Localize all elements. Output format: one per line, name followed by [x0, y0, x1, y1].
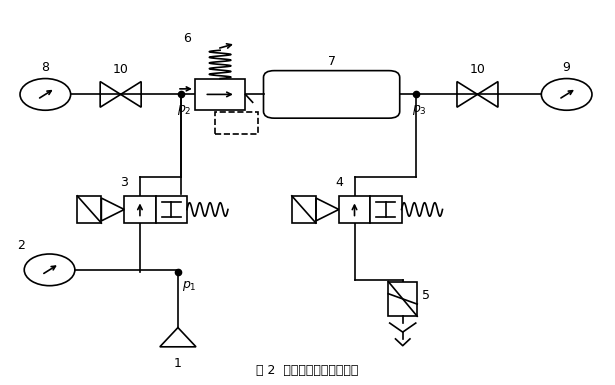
Bar: [388, 281, 417, 316]
Bar: [156, 196, 187, 223]
Text: 1: 1: [174, 357, 182, 370]
Text: 3: 3: [121, 176, 128, 189]
Text: 7: 7: [328, 55, 336, 68]
Text: $p_1$: $p_1$: [181, 278, 196, 293]
Bar: [77, 196, 101, 223]
Bar: [339, 196, 370, 223]
Text: 5: 5: [422, 289, 430, 301]
Text: 8: 8: [41, 61, 49, 74]
Text: 2: 2: [17, 239, 25, 252]
Bar: [124, 196, 156, 223]
Bar: [215, 112, 258, 134]
Text: 9: 9: [563, 61, 571, 74]
Text: $p_2$: $p_2$: [177, 103, 192, 117]
Text: 10: 10: [113, 63, 129, 76]
Text: 4: 4: [335, 176, 343, 189]
Bar: [195, 79, 245, 110]
Text: $p_3$: $p_3$: [413, 103, 427, 117]
Bar: [370, 196, 402, 223]
Bar: [292, 196, 316, 223]
Text: 10: 10: [469, 63, 485, 76]
Text: 图 2  调压阀的可选试验回路: 图 2 调压阀的可选试验回路: [256, 363, 359, 377]
Text: 6: 6: [183, 32, 191, 45]
